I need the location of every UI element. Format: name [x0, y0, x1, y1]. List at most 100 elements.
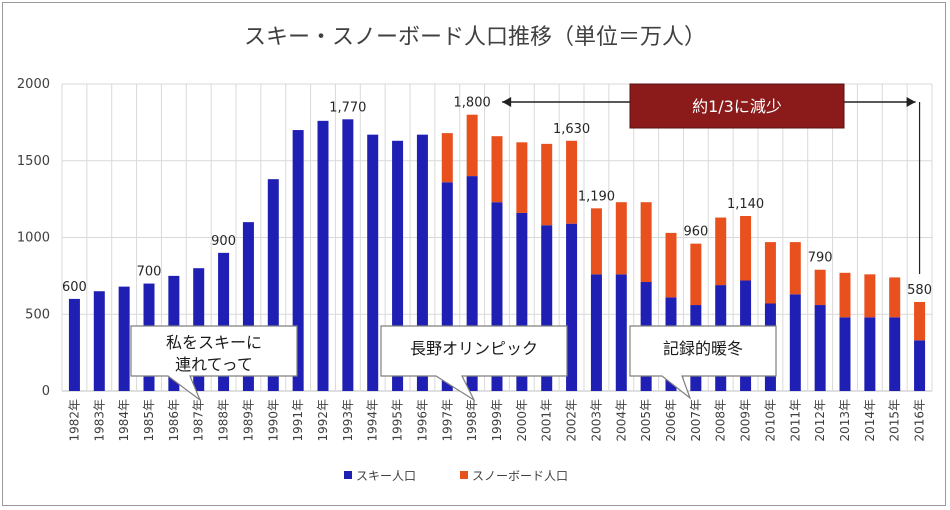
- legend-swatch: [344, 471, 352, 479]
- x-tick-label: 1996年: [415, 399, 429, 442]
- x-tick-label: 2010年: [763, 399, 777, 442]
- bar-snowboard: [864, 274, 876, 318]
- x-tick-label: 2016年: [913, 399, 927, 442]
- bar-ski: [392, 140, 404, 391]
- bar-ski: [242, 222, 254, 391]
- y-tick-label: 2000: [17, 77, 50, 92]
- x-tick-label: 1982年: [67, 399, 81, 442]
- bar-snowboard: [914, 301, 926, 341]
- x-tick-label: 2003年: [589, 399, 603, 442]
- bar-snowboard: [690, 243, 702, 306]
- bar-ski: [93, 291, 105, 391]
- x-tick-label: 2012年: [813, 399, 827, 442]
- bar-ski: [516, 212, 528, 391]
- x-tick-label: 1993年: [341, 399, 355, 442]
- bar-ski: [566, 223, 578, 391]
- bar-ski: [864, 317, 876, 391]
- bar-ski: [839, 317, 851, 391]
- bar-ski: [342, 119, 354, 392]
- x-axis: 1982年 1983年 1984年 1985年 1986年 1987年 1988年 1989年…: [67, 399, 926, 442]
- bar-snowboard: [814, 269, 826, 306]
- x-tick-label: 2001年: [540, 399, 554, 442]
- bar-ski: [914, 340, 926, 391]
- callout-ski-movie-bubble: [130, 325, 298, 402]
- bar-snowboard: [516, 142, 528, 213]
- bar-snowboard: [665, 232, 677, 298]
- x-tick-label: 2011年: [788, 399, 802, 442]
- legend: スキー人口 スノーボード人口: [344, 469, 568, 483]
- y-axis: 0 500 1000 1500 2000: [17, 77, 50, 399]
- callout-ski-movie-line: 連れてって: [175, 355, 253, 374]
- data-label: 960: [683, 225, 708, 240]
- x-tick-label: 1999年: [490, 399, 504, 442]
- y-tick-label: 500: [25, 307, 50, 322]
- bar-snowboard: [839, 272, 851, 318]
- x-tick-label: 1989年: [241, 399, 255, 442]
- bar-ski: [317, 120, 329, 391]
- bar-snowboard: [590, 208, 602, 275]
- bar-ski: [541, 225, 553, 391]
- bar-ski: [367, 134, 379, 391]
- bar-snowboard: [441, 133, 453, 183]
- legend-swatch: [460, 471, 468, 479]
- x-tick-label: 1994年: [366, 399, 380, 442]
- bar-ski: [789, 294, 801, 391]
- arrow-left-head: [502, 97, 512, 107]
- bar-snowboard: [491, 136, 503, 203]
- x-tick-label: 2007年: [689, 399, 703, 442]
- x-tick-label: 2013年: [838, 399, 852, 442]
- bar-snowboard: [615, 202, 627, 275]
- x-tick-label: 1986年: [167, 399, 181, 442]
- arrow-right-head: [906, 97, 916, 107]
- x-tick-label: 1991年: [291, 399, 305, 442]
- x-tick-label: 2004年: [614, 399, 628, 442]
- x-tick-label: 2014年: [863, 399, 877, 442]
- bar-ski: [218, 252, 230, 391]
- legend-label: スキー人口: [356, 469, 416, 483]
- data-labels: 600 700 900 1,770 1,800 1,630 1,190 960 1,140 790…: [62, 96, 932, 298]
- chart-title: スキー・スノーボード人口推移（単位＝万人）: [244, 25, 706, 50]
- data-label: 1,630: [553, 122, 590, 137]
- data-label: 580: [907, 283, 932, 298]
- y-tick-label: 0: [42, 384, 50, 399]
- x-tick-label: 1990年: [266, 399, 280, 442]
- x-tick-label: 2006年: [664, 399, 678, 442]
- data-label: 1,190: [578, 189, 615, 204]
- bar-ski: [615, 274, 627, 391]
- bar-ski: [416, 134, 428, 391]
- callout-warm-winter-line: 記録的暖冬: [663, 339, 743, 358]
- bar-ski: [118, 286, 130, 391]
- data-label: 900: [211, 234, 236, 249]
- bar-snowboard: [740, 216, 752, 281]
- bar-snowboard: [789, 242, 801, 295]
- x-tick-label: 2005年: [639, 399, 653, 442]
- callout-nagano-text: 長野オリンピック: [410, 339, 538, 358]
- bar-snowboard: [566, 140, 578, 224]
- bar-ski: [292, 130, 304, 392]
- x-tick-label: 2008年: [714, 399, 728, 442]
- reduction-banner-text: 約1/3に減少: [692, 97, 782, 116]
- callout-warm-winter-text: 記録的暖冬: [663, 339, 743, 358]
- callout-warm-winter-bubble: [629, 325, 777, 400]
- bar-snowboard: [541, 143, 553, 226]
- data-label: 1,770: [329, 100, 366, 115]
- bar-snowboard: [715, 217, 727, 286]
- x-tick-label: 2002年: [565, 399, 579, 442]
- bar-ski: [590, 274, 602, 391]
- y-tick-label: 1000: [17, 231, 50, 246]
- x-tick-label: 1995年: [391, 399, 405, 442]
- x-tick-label: 2000年: [515, 399, 529, 442]
- bar-ski: [466, 176, 478, 391]
- bar-snowboard: [889, 277, 901, 318]
- x-tick-label: 1988年: [217, 399, 231, 442]
- data-label: 700: [137, 265, 162, 280]
- x-tick-label: 1985年: [142, 399, 156, 442]
- x-tick-label: 1992年: [316, 399, 330, 442]
- x-tick-label: 1987年: [192, 399, 206, 442]
- x-tick-label: 1983年: [92, 399, 106, 442]
- x-tick-label: 2009年: [739, 399, 753, 442]
- bar-ski: [441, 182, 453, 391]
